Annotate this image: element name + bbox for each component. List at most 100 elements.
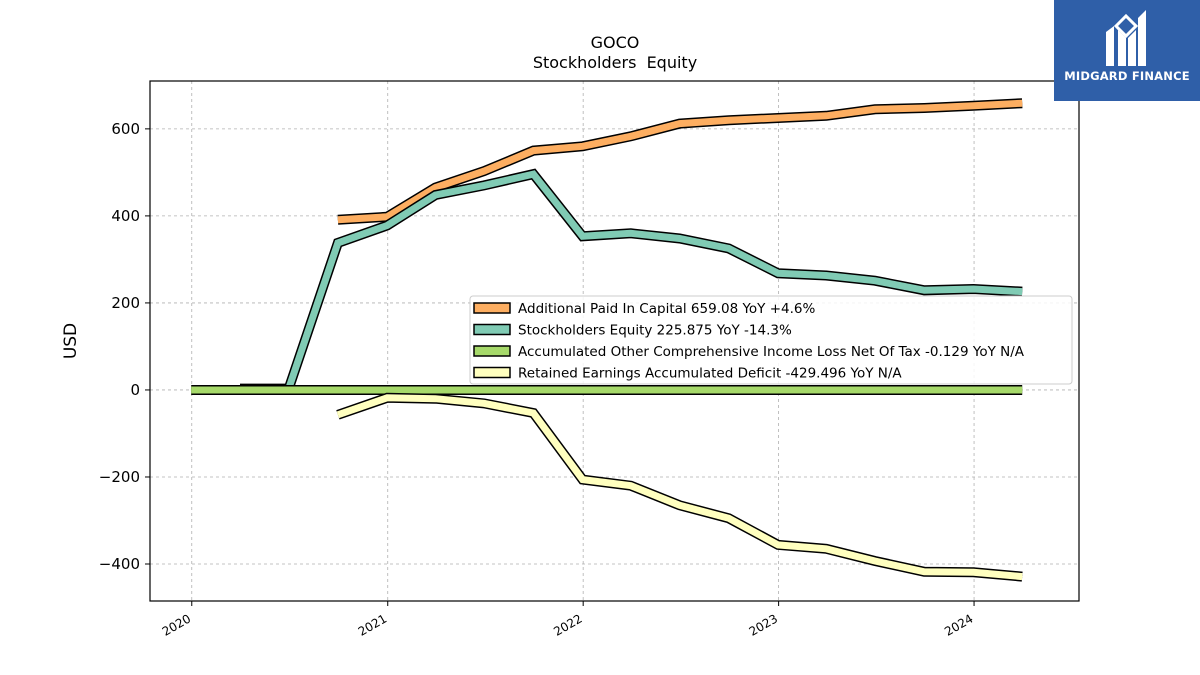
data-point [239,389,241,391]
data-point [1021,389,1023,391]
data-point [825,275,827,276]
data-point [386,225,388,226]
x-tick-label: 2024 [942,611,975,638]
data-point [679,123,681,125]
legend-swatch [473,323,511,336]
data-point [777,544,779,546]
data-point [483,184,485,186]
data-point [288,389,290,391]
series-lines [190,98,1023,582]
data-point [532,173,534,175]
legend: Additional Paid In Capital 659.08 YoY +4… [469,295,1073,385]
data-point [582,389,584,391]
series-line-1 [337,98,1023,225]
y-axis-label: USD [61,323,81,359]
data-point [777,117,779,119]
data-point [386,389,388,391]
data-point [874,389,876,391]
y-tick-label: −400 [99,555,140,573]
legend-swatch [473,302,511,314]
data-point [337,219,339,221]
data-point [825,389,827,391]
plot-frame [149,80,1080,602]
legend-swatch [473,366,511,379]
data-point [1021,291,1023,293]
data-point [923,107,925,109]
chart-subtitle: Stockholders Equity [533,53,697,72]
data-point [434,389,436,391]
data-point [874,108,876,110]
brand-name: MIDGARD FINANCE [1064,69,1190,83]
y-tick-label: 400 [111,207,140,225]
brand-mark-icon [1106,10,1146,66]
data-point [434,187,436,189]
data-point [532,389,534,391]
data-point [679,238,681,239]
data-point [337,242,339,244]
data-point [973,389,974,391]
data-point [532,150,534,152]
x-tick-label: 2020 [160,611,193,638]
legend-swatch [473,345,511,357]
data-point [337,414,339,416]
data-point [923,289,925,291]
x-tick-label: 2021 [356,611,389,638]
data-point [190,389,192,391]
data-point [777,272,779,274]
legend-label: Additional Paid In Capital 659.08 YoY +4… [518,301,815,317]
data-point [728,517,730,519]
data-point [582,479,584,481]
data-point [434,194,436,196]
data-point [825,548,827,550]
data-point [728,389,730,391]
data-point [923,389,925,391]
data-point [630,135,632,137]
data-point [630,485,632,487]
chart-title: GOCO [591,33,640,52]
data-point [825,115,827,117]
data-point [1021,576,1023,578]
data-point [630,389,632,391]
legend-label: Retained Earnings Accumulated Deficit -4… [518,366,902,382]
legend-label: Stockholders Equity 225.875 YoY -14.3% [518,323,792,339]
data-point [679,504,681,506]
data-point [434,398,436,400]
data-point [483,402,485,404]
legend-box [469,295,1073,385]
data-point [973,105,974,107]
series-line-3 [190,385,1023,395]
data-point [483,170,485,172]
data-point [532,412,534,414]
series-outline [336,392,1023,582]
data-point [582,235,584,237]
data-point [777,389,779,391]
data-point [728,248,730,249]
data-point [973,571,974,573]
data-point [386,216,388,218]
brand-logo: MIDGARD FINANCE [1054,0,1200,101]
data-point [1021,102,1023,104]
data-point [483,389,485,391]
data-point [923,571,925,573]
series-stroke [336,394,1023,581]
data-point [874,280,876,282]
data-point [630,232,632,234]
data-point [874,560,876,562]
x-tick-label: 2022 [551,611,584,638]
y-tick-label: 0 [130,381,140,399]
series-stroke [337,99,1023,224]
legend-label: Accumulated Other Comprehensive Income L… [518,344,1025,360]
series-line-4 [336,392,1023,582]
data-point [728,119,730,121]
y-tick-label: 600 [111,120,140,138]
y-tick-label: −200 [99,468,140,486]
data-point [973,288,974,290]
data-point [582,145,584,147]
data-point [386,397,388,399]
x-tick-label: 2023 [747,611,780,638]
axis-ticks: −400 −200 0 200 400 600 2020 2021 2022 2023 2024 [99,120,976,639]
data-point [679,389,681,391]
data-point [337,389,339,391]
y-tick-label: 200 [111,294,140,312]
